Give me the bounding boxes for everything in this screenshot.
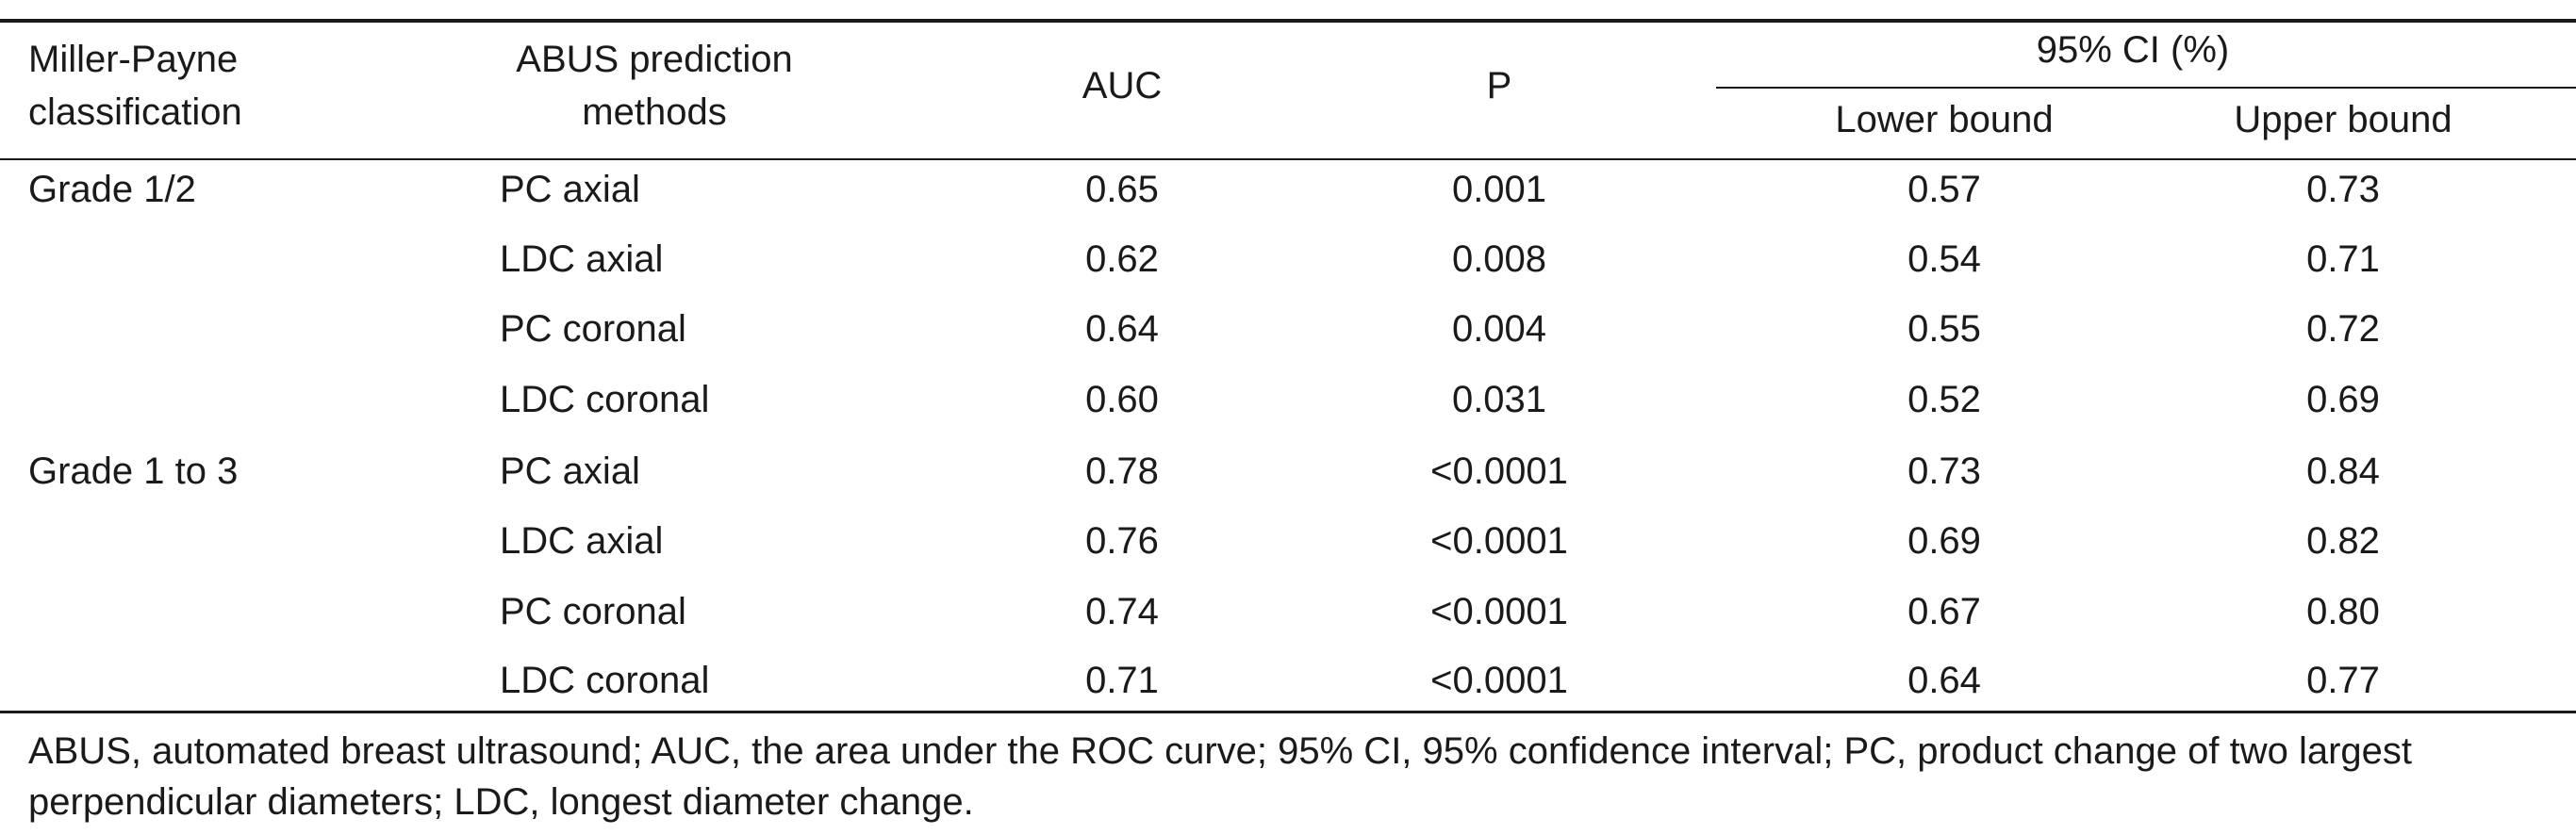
method-cell: LDC axial [500,520,664,562]
header-classification: classification [28,91,242,133]
upper-cell: 0.73 [2306,169,2380,210]
upper-cell: 0.72 [2306,308,2380,350]
upper-cell: 0.80 [2306,591,2380,632]
lower-cell: 0.73 [1907,450,1981,492]
upper-cell: 0.71 [2306,238,2380,280]
p-cell: <0.0001 [1430,520,1568,562]
header-miller-payne: Miller-Payne [28,39,239,80]
header-ci: 95% CI (%) [2036,29,2230,71]
lower-cell: 0.52 [1907,379,1981,420]
header-lower-bound: Lower bound [1835,99,2054,140]
table-top-rule [0,19,2576,23]
header-bottom-rule [0,158,2576,160]
method-cell: PC axial [500,450,640,492]
upper-cell: 0.69 [2306,379,2380,420]
auc-cell: 0.71 [1085,660,1159,701]
p-cell: <0.0001 [1430,591,1568,632]
table-footnote: ABUS, automated breast ultrasound; AUC, … [28,730,2413,823]
lower-cell: 0.67 [1907,591,1981,632]
header-abus-line1: ABUS prediction [516,39,793,80]
auc-cell: 0.74 [1085,591,1159,632]
table-bottom-rule [0,711,2576,713]
method-cell: LDC coronal [500,379,710,420]
method-cell: PC axial [500,169,640,210]
p-cell: <0.0001 [1430,660,1568,701]
method-cell: LDC coronal [500,660,710,701]
lower-cell: 0.64 [1907,660,1981,701]
p-cell: 0.001 [1451,169,1547,210]
auc-cell: 0.62 [1085,238,1159,280]
lower-cell: 0.57 [1907,169,1981,210]
lower-cell: 0.69 [1907,520,1981,562]
header-upper-bound: Upper bound [2234,99,2452,140]
group-label: Grade 1/2 [28,169,196,210]
header-auc: AUC [1082,65,1163,106]
p-cell: 0.031 [1451,379,1547,420]
upper-cell: 0.84 [2306,450,2380,492]
auc-cell: 0.78 [1085,450,1159,492]
method-cell: PC coronal [500,308,686,350]
method-cell: LDC axial [500,238,664,280]
ci-spanner-rule [1716,87,2576,89]
auc-cell: 0.64 [1085,308,1159,350]
p-cell: <0.0001 [1430,450,1568,492]
p-cell: 0.004 [1451,308,1547,350]
auc-cell: 0.60 [1085,379,1159,420]
p-cell: 0.008 [1451,238,1547,280]
lower-cell: 0.54 [1907,238,1981,280]
method-cell: PC coronal [500,591,686,632]
header-abus-line2: methods [582,91,727,133]
lower-cell: 0.55 [1907,308,1981,350]
auc-cell: 0.76 [1085,520,1159,562]
header-p: P [1486,65,1512,106]
auc-cell: 0.65 [1085,169,1159,210]
upper-cell: 0.82 [2306,520,2380,562]
upper-cell: 0.77 [2306,660,2380,701]
group-label: Grade 1 to 3 [28,450,239,492]
